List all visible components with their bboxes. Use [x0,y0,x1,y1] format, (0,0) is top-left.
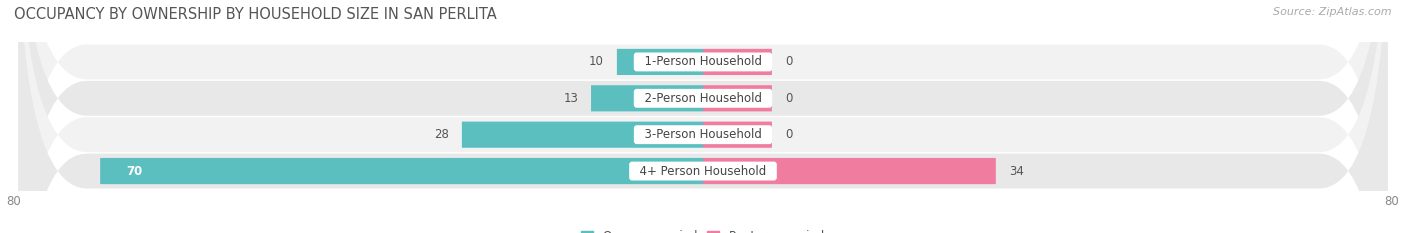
FancyBboxPatch shape [703,122,772,148]
FancyBboxPatch shape [18,0,1388,233]
Text: 3-Person Household: 3-Person Household [637,128,769,141]
FancyBboxPatch shape [703,49,772,75]
Text: 13: 13 [564,92,578,105]
FancyBboxPatch shape [591,85,703,111]
FancyBboxPatch shape [18,0,1388,233]
FancyBboxPatch shape [617,49,703,75]
Text: 4+ Person Household: 4+ Person Household [633,164,773,178]
Text: 2-Person Household: 2-Person Household [637,92,769,105]
Legend: Owner-occupied, Renter-occupied: Owner-occupied, Renter-occupied [576,225,830,233]
Text: Source: ZipAtlas.com: Source: ZipAtlas.com [1274,7,1392,17]
Text: 34: 34 [1008,164,1024,178]
Text: 70: 70 [127,164,142,178]
FancyBboxPatch shape [18,0,1388,233]
FancyBboxPatch shape [18,0,1388,233]
Text: 0: 0 [785,92,792,105]
FancyBboxPatch shape [703,158,995,184]
Text: 0: 0 [785,128,792,141]
Text: 0: 0 [785,55,792,69]
FancyBboxPatch shape [461,122,703,148]
FancyBboxPatch shape [100,158,703,184]
FancyBboxPatch shape [703,85,772,111]
Text: 28: 28 [434,128,449,141]
Text: 1-Person Household: 1-Person Household [637,55,769,69]
Text: OCCUPANCY BY OWNERSHIP BY HOUSEHOLD SIZE IN SAN PERLITA: OCCUPANCY BY OWNERSHIP BY HOUSEHOLD SIZE… [14,7,496,22]
Text: 10: 10 [589,55,605,69]
